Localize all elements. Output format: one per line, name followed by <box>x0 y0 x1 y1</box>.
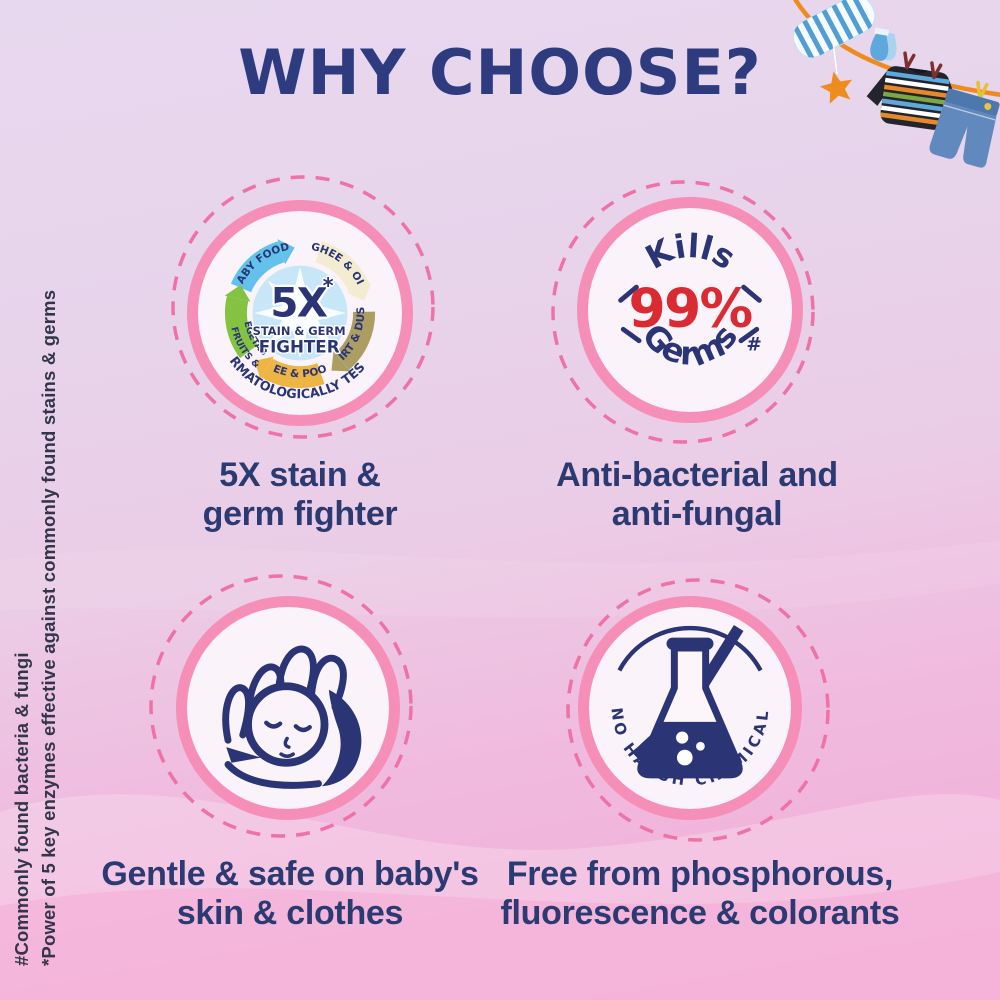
crossed-out-flask-icon: NO HARSH CHEMICAL <box>607 624 769 790</box>
jeans-icon <box>929 80 1000 168</box>
page-title: WHY CHOOSE? <box>238 36 762 109</box>
svg-text:Kills: Kills <box>639 227 742 277</box>
caption-stain-germ: 5X stain & germ fighter <box>100 456 500 535</box>
stain-center-sub1: STAIN & GERM <box>253 324 346 338</box>
dashed-ring <box>171 175 435 439</box>
caption-line: skin & clothes <box>176 894 404 933</box>
caption-line: 5X stain & <box>219 456 381 494</box>
dashed-ring <box>149 574 413 838</box>
caption-line: Anti-bacterial and <box>556 456 838 494</box>
germs-footnote-mark: # <box>746 334 761 355</box>
stain-center-asterisk: * <box>323 273 334 298</box>
clothespin-icon <box>976 80 989 101</box>
rope-icon <box>793 0 1000 97</box>
footnotes: #Commonly found bacteria & fungi *Power … <box>8 266 62 966</box>
caption-anti-bacterial: Anti-bacterial and anti-fungal <box>497 456 897 535</box>
caption-line: germ fighter <box>202 495 398 534</box>
kills-99-percent-seal-icon: Kills 99% Germs # <box>618 227 762 374</box>
germs-percent-value: 99% <box>629 277 752 340</box>
stain-center-sub2: FIGHTER <box>259 338 340 357</box>
circular-arrows-cycle-icon: BABY FOOD GHEE & OIL DIRT & DUST PEE & P… <box>199 212 376 402</box>
stain-center-value: 5X <box>270 280 327 327</box>
baby-onesie-icon <box>792 0 876 61</box>
caption-line: anti-fungal <box>611 495 783 534</box>
caption-line: Gentle & safe on baby's <box>101 855 479 893</box>
star-thread <box>831 33 838 75</box>
sleeping-baby-on-hand-icon <box>222 645 362 789</box>
kills-arc-text: Kills <box>639 227 742 277</box>
baby-socks-icon <box>870 27 897 61</box>
badge-kills-germs: Kills 99% Germs # <box>577 197 803 423</box>
badge-no-harsh-chemical: NO HARSH CHEMICAL <box>578 596 802 820</box>
clothesline-decoration <box>792 0 1000 168</box>
footnote-bacteria: #Commonly found bacteria & fungi <box>11 652 32 966</box>
caption-gentle-safe: Gentle & safe on baby's skin & clothes <box>40 855 540 934</box>
badge-stain-germ-fighter: BABY FOOD GHEE & OIL DIRT & DUST PEE & P… <box>187 200 413 426</box>
star-icon <box>819 71 853 104</box>
clothespin-icon <box>903 51 943 80</box>
caption-line: fluorescence & colorants <box>500 894 900 933</box>
badge-gentle-safe <box>176 596 400 820</box>
footnote-enzymes: *Power of 5 key enzymes effective agains… <box>38 289 59 966</box>
caption-line: Free from phosphorous, <box>506 855 894 893</box>
dashed-ring <box>551 180 815 444</box>
dashed-ring <box>566 578 830 842</box>
caption-free-from: Free from phosphorous, fluorescence & co… <box>450 855 950 934</box>
